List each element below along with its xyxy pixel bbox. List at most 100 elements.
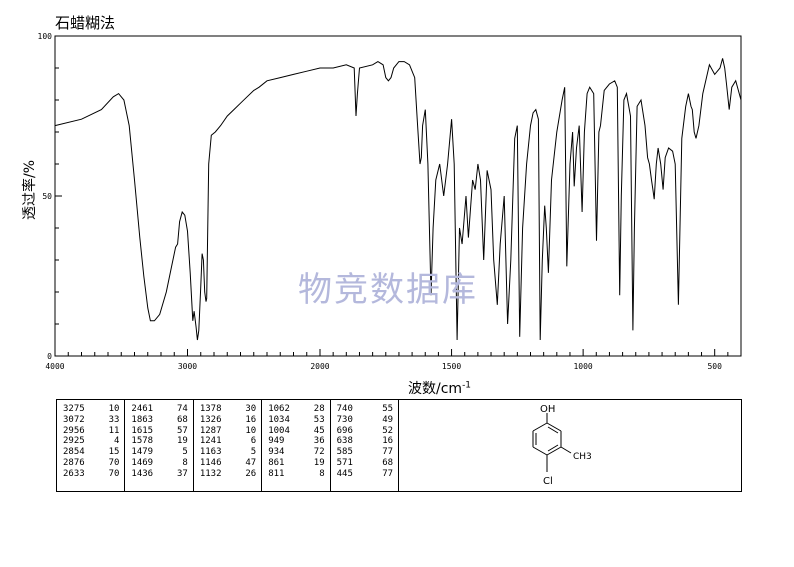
peak-row: 2956 11 bbox=[57, 426, 124, 437]
peak-column: 1062 28 1034 53 1004 45 949 36 934 72 861 19 811 8 bbox=[262, 400, 331, 491]
peak-transmittance: 19 bbox=[313, 457, 325, 468]
peak-transmittance: 49 bbox=[382, 414, 394, 425]
ring-bond bbox=[546, 446, 562, 456]
peak-wavenumber: 1615 bbox=[131, 425, 154, 436]
peak-transmittance: 70 bbox=[108, 468, 120, 479]
y-axis-label: 透过率/% bbox=[22, 159, 38, 221]
peak-transmittance: 5 bbox=[182, 447, 188, 458]
x-tick-label: 1000 bbox=[573, 362, 592, 371]
methyl-label: CH3 bbox=[573, 452, 592, 462]
peak-row: 3072 33 bbox=[57, 415, 124, 426]
peak-transmittance: 30 bbox=[245, 404, 257, 414]
peak-row: 949 36 bbox=[262, 436, 329, 447]
peak-transmittance: 45 bbox=[313, 425, 325, 436]
peak-wavenumber: 1578 bbox=[131, 436, 154, 447]
peak-transmittance: 53 bbox=[313, 414, 325, 425]
peak-wavenumber: 1479 bbox=[131, 447, 154, 458]
peak-row: 1132 26 bbox=[194, 469, 261, 480]
peak-wavenumber: 2854 bbox=[63, 447, 85, 458]
peak-row: 1241 6 bbox=[194, 436, 261, 447]
peak-transmittance: 15 bbox=[108, 447, 120, 458]
peak-wavenumber: 1132 bbox=[199, 468, 222, 479]
peak-row: 1469 8 bbox=[125, 458, 192, 469]
peak-row: 696 52 bbox=[331, 426, 398, 437]
peak-transmittance: 55 bbox=[382, 404, 394, 414]
peak-row: 1436 37 bbox=[125, 469, 192, 480]
peak-transmittance: 77 bbox=[382, 468, 394, 479]
peak-row: 1326 16 bbox=[194, 415, 261, 426]
peak-column: 3275 10 3072 33 2956 11 2925 4 2854 15 2876 70 2633 7… bbox=[57, 400, 126, 491]
spectrum-line bbox=[54, 58, 742, 341]
peak-transmittance: 19 bbox=[176, 436, 188, 447]
peak-wavenumber: 2956 bbox=[63, 425, 85, 436]
peak-row: 585 77 bbox=[331, 447, 398, 458]
peak-wavenumber: 3275 bbox=[63, 404, 85, 414]
benzene-ring bbox=[532, 413, 572, 472]
ring-double-bond bbox=[547, 444, 559, 452]
peak-row: 730 49 bbox=[331, 415, 398, 426]
peak-wavenumber: 1241 bbox=[199, 436, 222, 447]
peak-transmittance: 33 bbox=[108, 414, 120, 425]
peak-row: 1034 53 bbox=[262, 415, 329, 426]
x-tick-label: 2000 bbox=[310, 362, 329, 371]
peak-row: 934 72 bbox=[262, 447, 329, 458]
peak-transmittance: 52 bbox=[382, 425, 394, 436]
peak-row: 2854 15 bbox=[57, 447, 124, 458]
peak-wavenumber: 696 bbox=[336, 425, 353, 436]
peak-column: 740 55 730 49 696 52 638 16 585 77 571 68 445 77 bbox=[331, 400, 400, 491]
y-tick-labels: 0 50 100 bbox=[38, 32, 53, 361]
peak-row: 638 16 bbox=[331, 436, 398, 447]
peak-transmittance: 4 bbox=[113, 436, 120, 447]
peak-row: 1287 10 bbox=[194, 426, 261, 437]
peak-wavenumber: 2925 bbox=[63, 436, 85, 447]
ring-bond bbox=[532, 446, 548, 456]
peak-transmittance: 8 bbox=[182, 457, 188, 468]
x-tick-labels: 4000 3000 2000 1500 1000 500 bbox=[45, 362, 722, 371]
peak-wavenumber: 1287 bbox=[199, 425, 222, 436]
x-tick-label: 1500 bbox=[442, 362, 461, 371]
peak-wavenumber: 1863 bbox=[131, 414, 154, 425]
peak-transmittance: 74 bbox=[176, 404, 188, 414]
peak-wavenumber: 811 bbox=[268, 468, 285, 479]
x-tick-label: 500 bbox=[707, 362, 722, 371]
watermark: 物竞数据库 bbox=[298, 270, 478, 310]
peak-row: 2461 74 bbox=[125, 404, 192, 415]
peak-transmittance: 68 bbox=[176, 414, 188, 425]
peak-row: 1146 47 bbox=[194, 458, 261, 469]
peak-transmittance: 47 bbox=[245, 457, 257, 468]
peak-row: 2925 4 bbox=[57, 436, 124, 447]
peak-wavenumber: 1436 bbox=[131, 468, 154, 479]
peak-transmittance: 10 bbox=[245, 425, 257, 436]
peak-row: 1863 68 bbox=[125, 415, 192, 426]
ring-bond bbox=[546, 422, 562, 432]
peak-transmittance: 28 bbox=[313, 404, 325, 414]
y-tick-label: 50 bbox=[42, 192, 52, 201]
peak-wavenumber: 585 bbox=[336, 447, 353, 458]
peak-row: 861 19 bbox=[262, 458, 329, 469]
peak-row: 1062 28 bbox=[262, 404, 329, 415]
x-tick-label: 4000 bbox=[45, 362, 64, 371]
peak-transmittance: 57 bbox=[176, 425, 188, 436]
peak-row: 1578 19 bbox=[125, 436, 192, 447]
peak-transmittance: 6 bbox=[250, 436, 257, 447]
peak-wavenumber: 2633 bbox=[63, 468, 85, 479]
cl-label: Cl bbox=[543, 476, 553, 487]
peak-row: 1163 5 bbox=[194, 447, 261, 458]
oh-label: OH bbox=[540, 404, 555, 415]
peak-transmittance: 11 bbox=[108, 425, 120, 436]
peak-wavenumber: 2876 bbox=[63, 457, 85, 468]
peak-transmittance: 72 bbox=[313, 447, 325, 458]
peak-wavenumber: 1146 bbox=[199, 457, 222, 468]
peak-row: 1615 57 bbox=[125, 426, 192, 437]
tick-marks bbox=[54, 35, 742, 357]
peak-row: 811 8 bbox=[262, 469, 329, 480]
peak-column: 2461 74 1863 68 1615 57 1578 19 1479 5 1469 8 1436 37 bbox=[125, 400, 194, 491]
peak-wavenumber: 445 bbox=[336, 468, 353, 479]
methyl-bond bbox=[560, 446, 572, 454]
x-axis-label: 波数/cm-1 bbox=[408, 378, 471, 398]
peak-wavenumber: 1163 bbox=[199, 447, 222, 458]
peak-wavenumber: 1034 bbox=[268, 414, 290, 425]
peak-transmittance: 70 bbox=[108, 457, 120, 468]
peak-wavenumber: 861 bbox=[268, 457, 285, 468]
peak-transmittance: 36 bbox=[313, 436, 325, 447]
